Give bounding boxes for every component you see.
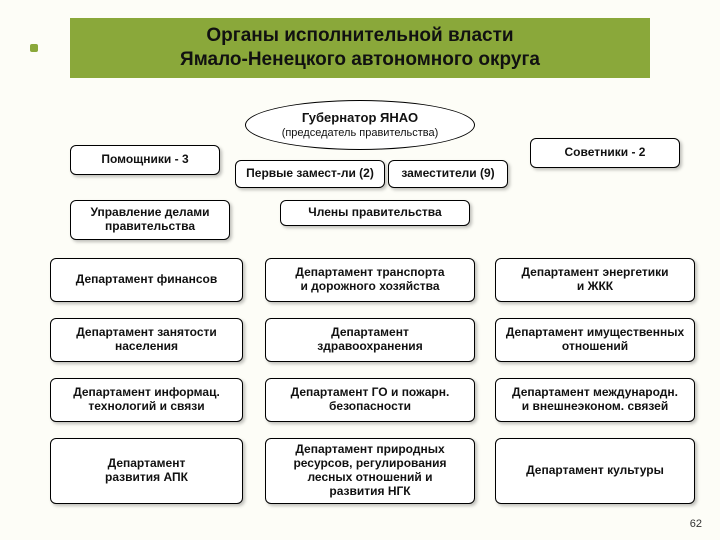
members-box: Члены правительства (280, 200, 470, 226)
dept-r2c2: Департамент международн.и внешнеэконом. … (495, 378, 695, 422)
governor-line2: (председатель правительства) (282, 127, 439, 139)
governor-line1: Губернатор ЯНАО (302, 110, 418, 125)
dept-r3c2-text: Департамент культуры (526, 464, 664, 478)
admin-text: Управление деламиправительства (90, 206, 209, 234)
dept-r0c2: Департамент энергетикии ЖКК (495, 258, 695, 302)
dept-r1c1: Департаментздравоохранения (265, 318, 475, 362)
dept-r0c0-text: Департамент финансов (76, 273, 217, 287)
dept-r1c0-text: Департамент занятостинаселения (76, 326, 217, 354)
dept-r1c2-text: Департамент имущественныхотношений (506, 326, 684, 354)
title-text: Органы исполнительной властиЯмало-Ненецк… (180, 24, 540, 72)
dept-r2c0-text: Департамент информац.технологий и связи (73, 386, 220, 414)
governor-text: Губернатор ЯНАО (председатель правительс… (282, 111, 439, 140)
admin-box: Управление деламиправительства (70, 200, 230, 240)
deputies-box: заместители (9) (388, 160, 508, 188)
dept-r2c2-text: Департамент международн.и внешнеэконом. … (512, 386, 678, 414)
dept-r0c1: Департамент транспортаи дорожного хозяйс… (265, 258, 475, 302)
page-number: 62 (690, 518, 702, 530)
dept-r1c2: Департамент имущественныхотношений (495, 318, 695, 362)
governor-box: Губернатор ЯНАО (председатель правительс… (245, 100, 475, 150)
first-deputies-box: Первые замест-ли (2) (235, 160, 385, 188)
dept-r3c2: Департамент культуры (495, 438, 695, 504)
dept-r2c0: Департамент информац.технологий и связи (50, 378, 243, 422)
dept-r0c0: Департамент финансов (50, 258, 243, 302)
dept-r3c1: Департамент природныхресурсов, регулиров… (265, 438, 475, 504)
dept-r3c0: Департаментразвития АПК (50, 438, 243, 504)
deputies-text: заместители (9) (401, 167, 494, 181)
dept-r1c1-text: Департаментздравоохранения (317, 326, 422, 354)
dept-r0c2-text: Департамент энергетикии ЖКК (521, 266, 668, 294)
dept-r2c1: Департамент ГО и пожарн.безопасности (265, 378, 475, 422)
dept-r2c1-text: Департамент ГО и пожарн.безопасности (291, 386, 450, 414)
advisors-text: Советники - 2 (565, 146, 646, 160)
advisors-box: Советники - 2 (530, 138, 680, 168)
title-bar: Органы исполнительной властиЯмало-Ненецк… (70, 18, 650, 78)
members-text: Члены правительства (308, 206, 441, 220)
dept-r0c1-text: Департамент транспортаи дорожного хозяйс… (295, 266, 444, 294)
helpers-text: Помощники - 3 (101, 153, 188, 167)
helpers-box: Помощники - 3 (70, 145, 220, 175)
dept-r3c0-text: Департаментразвития АПК (105, 457, 188, 485)
dept-r1c0: Департамент занятостинаселения (50, 318, 243, 362)
first-deputies-text: Первые замест-ли (2) (246, 167, 374, 181)
accent-bullet (30, 44, 38, 52)
dept-r3c1-text: Департамент природныхресурсов, регулиров… (293, 443, 446, 498)
